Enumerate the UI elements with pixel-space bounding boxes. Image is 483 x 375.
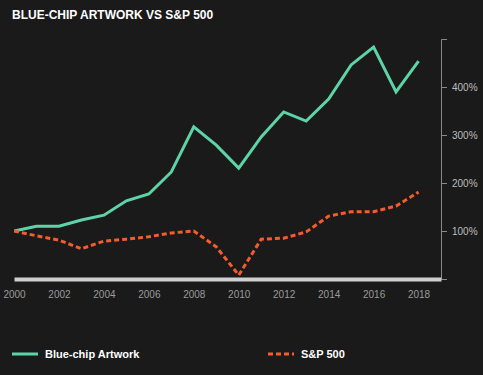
x-tick-label: 2008: [183, 289, 206, 300]
x-tick-label: 2000: [3, 289, 26, 300]
y-axis-line: [442, 40, 448, 280]
y-tick-label: 200%: [452, 178, 478, 189]
plot-area: [14, 47, 419, 275]
x-tick: 2018: [408, 279, 431, 300]
legend-label: S&P 500: [301, 348, 345, 360]
x-tick-label: 2004: [93, 289, 116, 300]
x-tick-label: 2018: [408, 289, 431, 300]
legend-swatch: [268, 353, 294, 356]
x-tick: 2016: [363, 279, 386, 300]
y-tick: 300%: [441, 130, 478, 141]
x-tick-label: 2012: [273, 289, 296, 300]
y-tick-label: 100%: [452, 226, 478, 237]
y-tick-mark: [441, 183, 447, 184]
x-tick: 2004: [93, 279, 116, 300]
chart: BLUE-CHIP ARTWORK VS S&P 500 100% 200% 300%…: [0, 0, 483, 375]
y-axis: 100% 200% 300% 400%: [441, 40, 478, 280]
legend-label: Blue-chip Artwork: [45, 348, 140, 360]
x-axis: 2000 2002 2004 2006 2008 2010 2012 2014 2016 2018: [3, 279, 441, 300]
y-tick: 200%: [441, 178, 478, 189]
y-tick-label: 400%: [452, 82, 478, 93]
x-tick-label: 2006: [138, 289, 161, 300]
legend: Blue-chip Artwork S&P 500: [12, 348, 345, 360]
x-tick-label: 2010: [228, 289, 251, 300]
x-tick: 2008: [183, 279, 206, 300]
y-tick: 400%: [441, 82, 478, 93]
x-tick-label: 2016: [363, 289, 386, 300]
x-tick: 2012: [273, 279, 296, 300]
y-tick: 100%: [441, 226, 478, 237]
y-tick-mark: [441, 135, 447, 136]
x-tick: 2010: [228, 279, 251, 300]
x-tick: 2002: [48, 279, 71, 300]
series-line: [14, 47, 419, 231]
x-axis-line: [15, 278, 442, 282]
x-tick: 2006: [138, 279, 161, 300]
y-tick-label: 300%: [452, 130, 478, 141]
x-tick-label: 2014: [318, 289, 341, 300]
x-tick-label: 2002: [48, 289, 71, 300]
y-tick-mark: [441, 231, 447, 232]
y-tick-mark: [441, 87, 447, 88]
x-tick: 2014: [318, 279, 341, 300]
x-tick: 2000: [3, 279, 26, 300]
legend-swatch: [12, 353, 38, 356]
title: BLUE-CHIP ARTWORK VS S&P 500: [12, 8, 213, 22]
series-line: [14, 192, 419, 275]
